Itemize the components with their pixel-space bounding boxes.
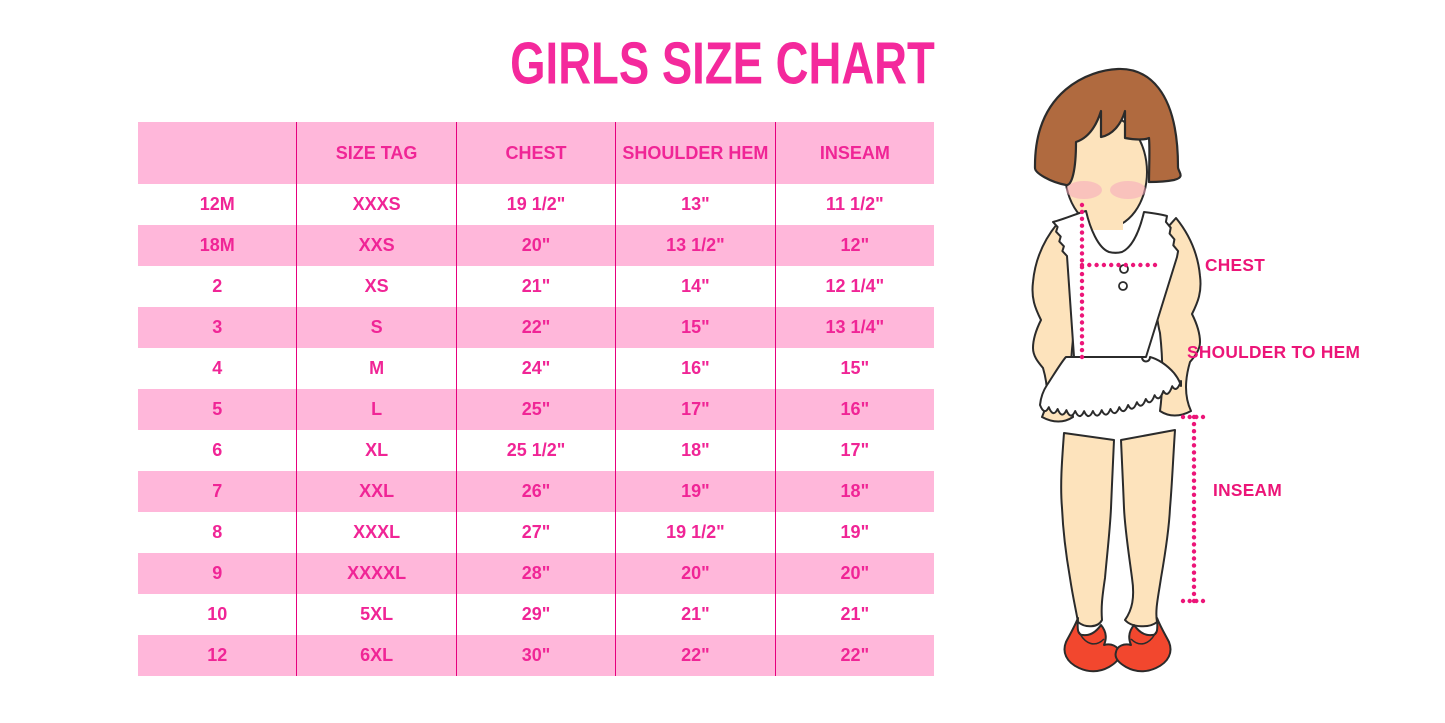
svg-text:INSEAM: INSEAM bbox=[1213, 480, 1282, 500]
svg-text:CHEST: CHEST bbox=[1205, 255, 1265, 275]
svg-text:SHOULDER TO HEM: SHOULDER TO HEM bbox=[1187, 342, 1360, 362]
